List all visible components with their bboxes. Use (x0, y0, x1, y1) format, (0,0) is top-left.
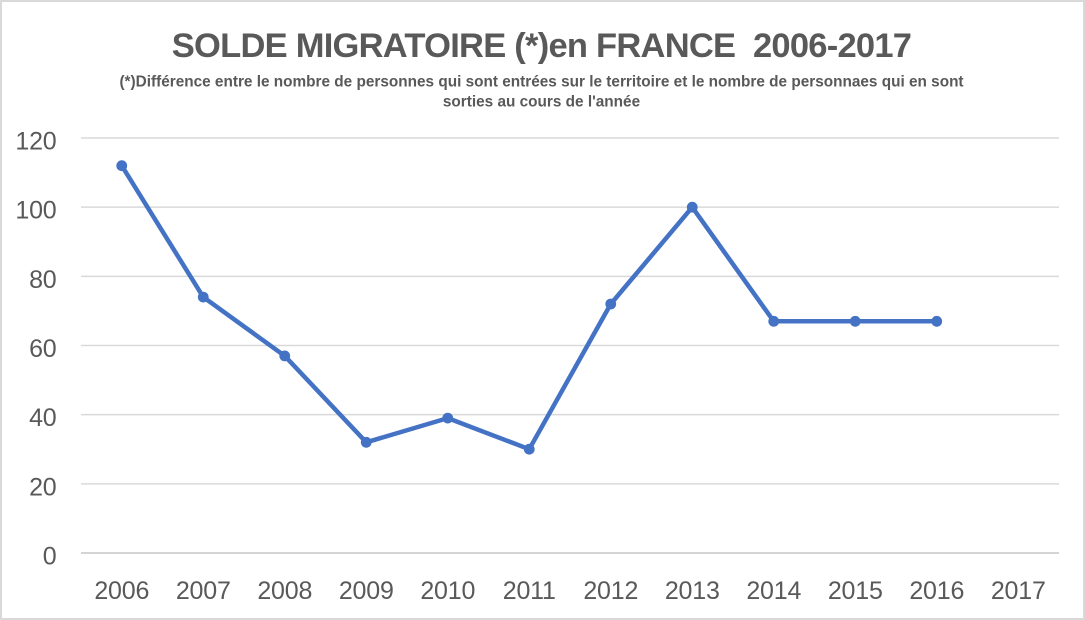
svg-text:2013: 2013 (665, 577, 720, 605)
svg-text:sorties au cours de l'année: sorties au cours de l'année (443, 94, 641, 111)
svg-text:100: 100 (15, 197, 56, 225)
svg-text:(*)Différence entre le nombre: (*)Différence entre le nombre de personn… (119, 74, 963, 91)
svg-text:2006: 2006 (94, 577, 149, 605)
svg-text:40: 40 (29, 404, 56, 432)
svg-text:2010: 2010 (420, 577, 475, 605)
svg-text:60: 60 (29, 335, 56, 363)
svg-text:2012: 2012 (583, 577, 638, 605)
svg-text:20: 20 (29, 473, 56, 501)
svg-text:2009: 2009 (339, 577, 394, 605)
svg-text:120: 120 (15, 128, 56, 156)
svg-text:2015: 2015 (828, 577, 883, 605)
svg-text:80: 80 (29, 266, 56, 294)
svg-text:2014: 2014 (746, 577, 801, 605)
svg-text:0: 0 (43, 543, 57, 571)
svg-text:2007: 2007 (176, 577, 231, 605)
svg-text:2008: 2008 (257, 577, 312, 605)
svg-text:SOLDE MIGRATOIRE (*)en FRANCE: SOLDE MIGRATOIRE (*)en FRANCE 2006-2017 (172, 27, 911, 65)
svg-text:2016: 2016 (909, 577, 964, 605)
svg-text:2011: 2011 (503, 577, 556, 605)
svg-text:2017: 2017 (991, 577, 1046, 605)
